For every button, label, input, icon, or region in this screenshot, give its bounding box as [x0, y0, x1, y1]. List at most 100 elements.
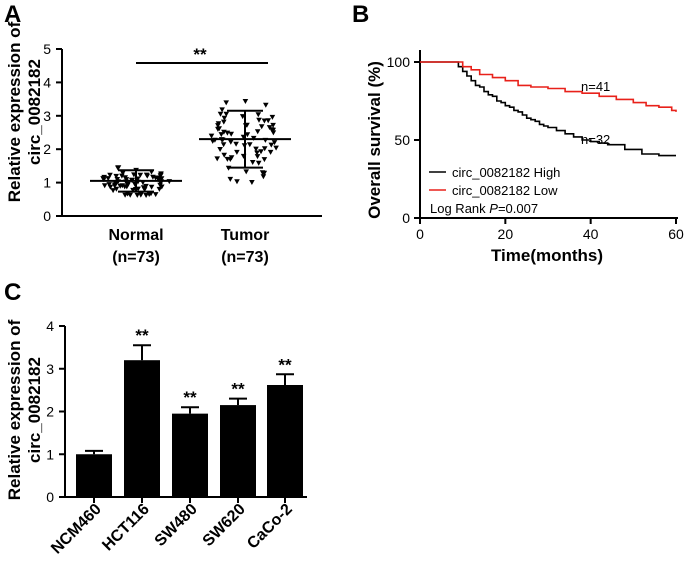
panel-a-point: [101, 183, 108, 189]
panel-a-ytick-label: 5: [43, 41, 51, 57]
panel-c-significance: **: [135, 326, 149, 345]
panel-a-point: [228, 155, 235, 161]
panel-b-xtick-label: 0: [416, 226, 424, 242]
panel-a-point: [268, 142, 275, 148]
panel-a-point: [143, 183, 149, 189]
panel-a-point: [258, 149, 264, 155]
panel-a-point: [227, 176, 234, 182]
panel-a-point: [247, 142, 253, 148]
panel-a-category-tumor-n: (n=73): [221, 249, 269, 266]
panel-a-point: [143, 172, 150, 178]
panel-a-point: [273, 145, 279, 151]
panel-a-point: [221, 115, 228, 121]
panel-c-ytick-label: 3: [46, 361, 54, 377]
panel-c-significance: **: [183, 388, 197, 407]
panel-a-point: [255, 112, 262, 118]
panel-a-point: [260, 174, 267, 180]
panel-c-ylabel-line2: circ_0082182: [25, 357, 44, 463]
panel-c-category-label: HCT116: [99, 501, 153, 555]
panel-a-point: [101, 177, 107, 183]
panel-a-point: [217, 147, 223, 152]
panel-a-point: [263, 102, 269, 108]
panel-a-point: [261, 157, 268, 163]
panel-c-category-label: NCM460: [48, 501, 105, 558]
panel-a-point: [268, 127, 275, 133]
panel-a-point: [158, 176, 165, 182]
panel-b-xtick-label: 60: [668, 226, 684, 242]
panel-a-point: [106, 182, 112, 188]
panel-a-ylabel-line1: Relative expression of: [5, 21, 24, 202]
panel-c-ytick-label: 0: [46, 489, 54, 505]
panel-a-point: [158, 172, 164, 178]
panel-c-label: C: [4, 279, 21, 306]
panel-a-point: [218, 132, 225, 138]
panel-a-point: [243, 169, 249, 175]
panel-b-ytick-label: 50: [394, 132, 410, 148]
panel-c-ytick-label: 2: [46, 404, 54, 420]
bar-sw620: [220, 405, 256, 497]
panel-b-ylabel: Overall survival (%): [365, 61, 384, 219]
legend-label-low: circ_0082182 Low: [452, 183, 558, 198]
bar-caco-2: [267, 384, 303, 497]
panel-a-point: [267, 149, 274, 155]
panel-b-xtick-label: 40: [583, 226, 599, 242]
panel-c-significance: **: [231, 380, 245, 399]
panel-a-point: [215, 126, 221, 132]
panel-a-point: [156, 186, 163, 192]
panel-a-point: [152, 192, 159, 198]
bar-sw480: [172, 413, 208, 497]
panel-a-point: [214, 156, 220, 162]
panel-a-point: [113, 186, 120, 192]
survival-curve-high: [420, 61, 676, 157]
panel-a-point: [119, 173, 125, 179]
panel-a-point: [125, 181, 131, 187]
panel-a-point: [148, 184, 155, 190]
panel-a-point: [258, 124, 265, 130]
panel-a-point: [261, 146, 268, 152]
panel-a-point: [134, 192, 141, 198]
survival-curve-low: [420, 61, 677, 112]
panel-a-point: [255, 160, 262, 166]
panel-a-point: [249, 160, 256, 165]
panel-a-point: [217, 111, 224, 117]
panel-a-point: [249, 180, 255, 185]
legend-label-high: circ_0082182 High: [452, 165, 560, 180]
panel-a-ylabel-line2: circ_0082182: [25, 59, 44, 165]
panel-a-point: [137, 172, 144, 178]
panel-a-point: [233, 141, 239, 147]
panel-a-point: [270, 122, 276, 128]
panel-a-point: [221, 119, 227, 125]
panel-a-point: [122, 192, 128, 198]
series-label-high-n: n=32: [581, 132, 610, 147]
panel-c-category-label: SW480: [152, 501, 201, 550]
panel-a-point: [113, 173, 119, 179]
panel-a-point: [114, 177, 121, 182]
panel-a-point: [150, 174, 156, 180]
panel-a-point: [253, 146, 259, 152]
panel-a-point: [228, 139, 234, 145]
panel-a-point: [254, 129, 261, 135]
panel-a-point: [254, 150, 260, 156]
panel-a-point: [215, 123, 221, 129]
panel-c-category-label: SW620: [200, 501, 249, 550]
panel-a-point: [228, 131, 234, 137]
panel-a-point: [146, 192, 152, 197]
panel-c-ytick-label: 1: [46, 446, 54, 462]
panel-a-category-tumor: Tumor: [221, 227, 270, 244]
panel-a-point: [269, 114, 276, 120]
panel-a-point: [219, 107, 225, 113]
panel-a-point: [159, 184, 165, 190]
panel-a-point: [223, 100, 229, 106]
panel-a-point: [234, 179, 240, 185]
panel-a-point: [261, 170, 268, 176]
panel-a-ytick-label: 4: [43, 74, 51, 90]
panel-a-point: [265, 118, 271, 124]
panel-c-ytick-label: 4: [46, 318, 54, 334]
panel-a-point: [143, 193, 149, 198]
panel-a-category-normal: Normal: [108, 227, 163, 244]
bar-ncm460: [76, 454, 112, 497]
panel-a-label: A: [4, 1, 21, 28]
panel-a-point: [234, 149, 240, 155]
panel-a-point: [117, 183, 123, 189]
panel-a-point: [261, 118, 268, 124]
